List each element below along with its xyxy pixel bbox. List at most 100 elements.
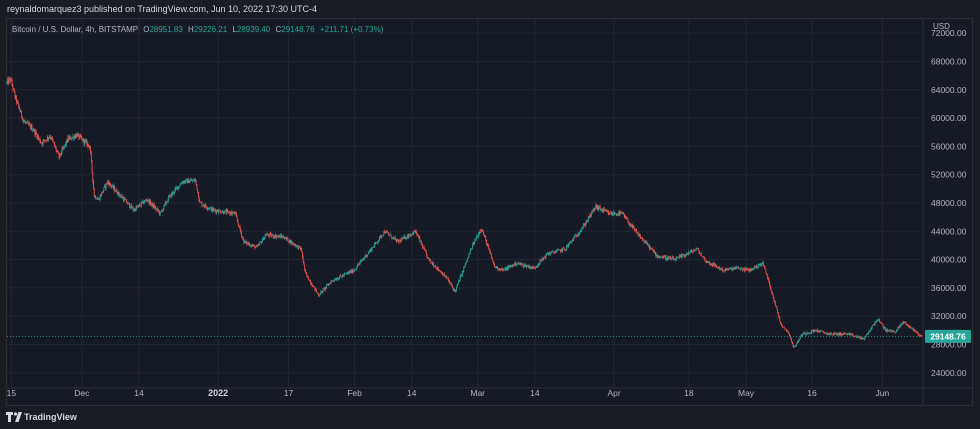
- candle-body: [262, 237, 264, 241]
- candle-body: [266, 233, 268, 235]
- candle-body: [630, 224, 632, 227]
- candle-body: [586, 221, 588, 222]
- candle-body: [203, 205, 204, 207]
- candle-body: [275, 234, 277, 238]
- candle-body: [89, 146, 91, 148]
- candle-body: [230, 212, 232, 215]
- y-tick-label: 40000.00: [931, 255, 967, 265]
- candle-body: [545, 254, 547, 258]
- candle-body: [541, 259, 542, 262]
- candle-body: [717, 267, 718, 268]
- candle-body: [64, 144, 66, 147]
- candle-body: [601, 208, 603, 211]
- tradingview-brand[interactable]: TradingView: [24, 412, 77, 422]
- candle-body: [754, 266, 756, 268]
- candle-body: [276, 236, 278, 238]
- candle-body: [709, 263, 711, 265]
- candle-body: [164, 202, 166, 205]
- candle-body: [501, 268, 503, 270]
- candle-body: [803, 332, 805, 334]
- candle-body: [420, 240, 422, 244]
- candle-body: [82, 138, 83, 142]
- candle-body: [442, 272, 443, 276]
- candle-body: [239, 225, 241, 231]
- candle-body: [143, 202, 145, 204]
- candle-body: [228, 210, 229, 212]
- candle-body: [700, 253, 701, 255]
- candle-body: [530, 267, 532, 268]
- candle-body: [418, 237, 420, 238]
- candle-body: [773, 297, 775, 301]
- candle-body: [876, 319, 878, 322]
- candle-body: [420, 240, 421, 242]
- last-price-label: 29148.76: [930, 331, 966, 341]
- candle-body: [635, 230, 637, 231]
- candle-body: [699, 253, 701, 255]
- candle-body: [184, 181, 186, 183]
- candle-body: [255, 246, 256, 249]
- candle-body: [112, 185, 113, 187]
- candle-body: [666, 256, 668, 259]
- candle-body: [785, 329, 787, 332]
- candle-body: [851, 334, 853, 335]
- candle-body: [335, 279, 337, 281]
- candle-body: [561, 249, 563, 252]
- candle-body: [272, 234, 274, 238]
- candle-body: [637, 232, 638, 233]
- candle-body: [130, 205, 132, 208]
- candle-body: [670, 258, 672, 260]
- candle-body: [785, 328, 787, 330]
- candle-body: [483, 231, 484, 235]
- candle-body: [98, 198, 100, 200]
- candle-body: [491, 254, 493, 258]
- candle-body: [118, 191, 119, 195]
- candle-body: [249, 243, 251, 246]
- candle-body: [217, 211, 219, 213]
- candle-body: [861, 337, 863, 340]
- candle-body: [286, 237, 288, 239]
- candle-body: [911, 327, 913, 329]
- candle-body: [323, 288, 325, 290]
- candle-body: [500, 268, 502, 271]
- candle-body: [315, 289, 317, 292]
- candle-body: [714, 264, 716, 266]
- candle-body: [908, 325, 910, 328]
- candle-body: [701, 255, 703, 257]
- candle-body: [654, 252, 656, 254]
- candle-body: [60, 153, 61, 155]
- candle-body: [571, 240, 572, 242]
- candle-body: [703, 256, 704, 258]
- candle-body: [305, 269, 306, 273]
- candle-body: [566, 246, 567, 250]
- candle-body: [495, 266, 497, 269]
- candle-body: [499, 268, 501, 270]
- candle-body: [455, 290, 457, 292]
- candle-body: [46, 139, 47, 141]
- candle-body: [769, 281, 770, 286]
- candle-body: [439, 270, 440, 272]
- candle-body: [178, 186, 180, 187]
- tradingview-logo-icon[interactable]: [6, 411, 22, 423]
- symbol-label[interactable]: Bitcoin / U.S. Dollar, 4h, BITSTAMP: [12, 25, 138, 34]
- candle-body: [733, 267, 735, 269]
- candle-body: [904, 321, 905, 323]
- candle-body: [858, 336, 860, 338]
- candle-body: [897, 327, 899, 331]
- candle-body: [395, 237, 396, 240]
- candle-body: [274, 236, 276, 238]
- candle-body: [376, 242, 377, 243]
- candle-body: [421, 243, 423, 246]
- candle-body: [553, 252, 555, 253]
- candle-body: [856, 336, 858, 338]
- candle-body: [624, 216, 626, 218]
- candle-body: [21, 111, 23, 117]
- candle-body: [411, 234, 413, 236]
- candle-body: [396, 239, 398, 243]
- candle-body: [659, 257, 661, 258]
- candle-body: [674, 259, 676, 260]
- candle-body: [873, 324, 875, 325]
- candle-body: [225, 210, 227, 214]
- candle-body: [831, 332, 833, 335]
- candle-body: [384, 232, 386, 234]
